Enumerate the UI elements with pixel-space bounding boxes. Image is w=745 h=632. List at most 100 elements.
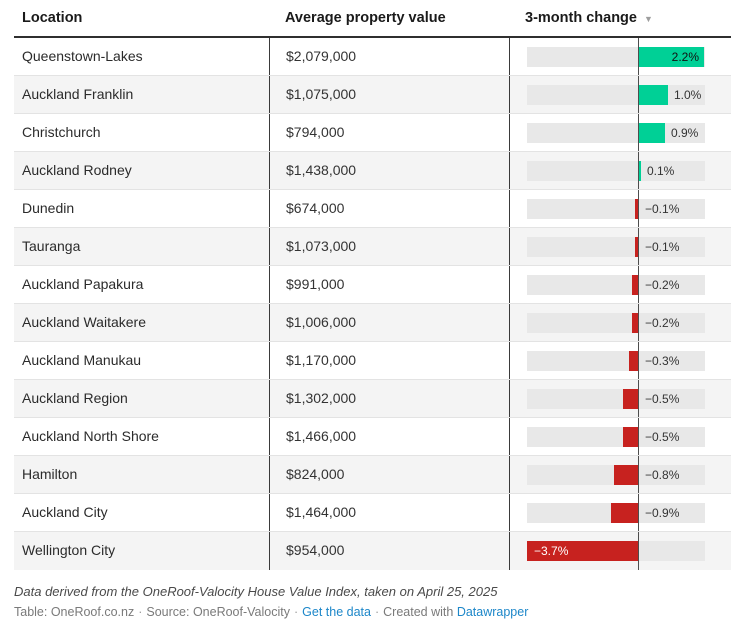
negative-change-bar (623, 427, 638, 447)
change-value-label: −0.2% (645, 278, 680, 292)
positive-change-bar (638, 85, 668, 105)
zero-axis-line (638, 456, 639, 493)
value-cell: $1,466,000 (269, 418, 509, 455)
table-row: Tauranga $1,073,000 −0.1% (14, 228, 731, 266)
value-cell: $674,000 (269, 190, 509, 227)
location-cell: Tauranga (22, 238, 81, 254)
location-cell: Christchurch (22, 124, 101, 140)
table-row: Auckland Manukau $1,170,000 −0.3% (14, 342, 731, 380)
column-header-average-value[interactable]: Average property value (285, 10, 446, 26)
change-bar-cell: −0.5% (509, 380, 731, 417)
location-cell: Auckland Waitakere (22, 314, 146, 330)
zero-axis-line (638, 532, 639, 570)
change-bar-cell: −3.7% (509, 532, 731, 570)
change-value-label: −0.5% (645, 392, 680, 406)
location-cell: Auckland North Shore (22, 428, 159, 444)
location-cell: Hamilton (22, 466, 78, 482)
datawrapper-link[interactable]: Datawrapper (456, 605, 529, 619)
change-value-label: 2.2% (671, 50, 699, 64)
value-cell: $824,000 (269, 456, 509, 493)
location-cell: Queenstown-Lakes (22, 48, 143, 64)
location-cell: Auckland Region (22, 390, 128, 406)
separator-dot: · (138, 605, 143, 619)
column-header-location[interactable]: Location (22, 10, 83, 26)
negative-change-bar (635, 199, 638, 219)
change-bar-cell: −0.1% (509, 228, 731, 265)
zero-axis-line (638, 380, 639, 417)
location-cell: Auckland Papakura (22, 276, 144, 292)
separator-dot: · (374, 605, 380, 619)
notes-text: Data derived from the OneRoof-Valocity H… (14, 584, 498, 599)
bar-track: −0.9% (527, 503, 705, 523)
change-value-label: 0.9% (671, 126, 699, 140)
value-cell: $991,000 (269, 266, 509, 303)
bar-track: 0.9% (527, 123, 705, 143)
change-value-label: −0.1% (645, 240, 680, 254)
negative-change-bar (614, 465, 638, 485)
zero-axis-line (638, 152, 639, 189)
zero-axis-line (638, 266, 639, 303)
change-bar-cell: −0.5% (509, 418, 731, 455)
bar-track: 2.2% (527, 47, 705, 67)
change-bar-cell: 2.2% (509, 38, 731, 75)
byline: Table: OneRoof.co.nz · Source: OneRoof-Val… (14, 605, 731, 619)
change-value-label: −0.8% (645, 468, 680, 482)
change-value-label: −0.1% (645, 202, 680, 216)
table-row: Auckland Franklin $1,075,000 1.0% (14, 76, 731, 114)
created-with-text: Created with (383, 605, 454, 619)
table-body: Queenstown-Lakes $2,079,000 2.2% Auckland F… (14, 38, 731, 570)
change-bar-cell: −0.8% (509, 456, 731, 493)
value-cell: $1,073,000 (269, 228, 509, 265)
change-bar-cell: −0.2% (509, 304, 731, 341)
bar-track: −0.5% (527, 427, 705, 447)
change-bar-cell: 1.0% (509, 76, 731, 113)
change-value-label: −3.7% (534, 544, 569, 558)
get-the-data-link[interactable]: Get the data (302, 605, 371, 619)
value-cell: $1,464,000 (269, 494, 509, 531)
column-header-3-month-change-label: 3-month change (525, 10, 637, 26)
positive-change-bar (638, 123, 665, 143)
negative-change-bar (611, 503, 638, 523)
negative-change-bar (635, 237, 638, 257)
table-row: Queenstown-Lakes $2,079,000 2.2% (14, 38, 731, 76)
table-row: Auckland Waitakere $1,006,000 −0.2% (14, 304, 731, 342)
value-cell: $794,000 (269, 114, 509, 151)
table-row: Auckland North Shore $1,466,000 −0.5% (14, 418, 731, 456)
location-cell: Auckland Rodney (22, 162, 132, 178)
zero-axis-line (638, 304, 639, 341)
table-credit: Table: OneRoof.co.nz (14, 605, 135, 619)
table-row: Dunedin $674,000 −0.1% (14, 190, 731, 228)
change-bar-cell: −0.9% (509, 494, 731, 531)
property-value-table: Location Average property value 3-month … (14, 0, 731, 619)
value-cell: $2,079,000 (269, 38, 509, 75)
change-bar-cell: −0.2% (509, 266, 731, 303)
zero-axis-line (638, 190, 639, 227)
bar-track: −0.2% (527, 313, 705, 333)
change-value-label: 0.1% (647, 164, 675, 178)
zero-axis-line (638, 38, 639, 75)
positive-change-bar (638, 161, 641, 181)
value-cell: $1,006,000 (269, 304, 509, 341)
sort-descending-icon[interactable]: ▼ (643, 14, 653, 24)
table-row: Auckland Papakura $991,000 −0.2% (14, 266, 731, 304)
negative-change-bar (632, 313, 638, 333)
column-header-3-month-change[interactable]: 3-month change ▼ (509, 10, 731, 26)
change-bar-cell: −0.3% (509, 342, 731, 379)
table-row: Christchurch $794,000 0.9% (14, 114, 731, 152)
positive-change-bar: 2.2% (638, 47, 704, 67)
table-row: Auckland Region $1,302,000 −0.5% (14, 380, 731, 418)
bar-track: −0.1% (527, 237, 705, 257)
bar-track: −0.5% (527, 389, 705, 409)
value-cell: $1,438,000 (269, 152, 509, 189)
bar-track: −0.1% (527, 199, 705, 219)
change-bar-cell: 0.9% (509, 114, 731, 151)
location-cell: Dunedin (22, 200, 75, 216)
zero-axis-line (638, 76, 639, 113)
zero-axis-line (638, 494, 639, 531)
change-value-label: −0.5% (645, 430, 680, 444)
table-header-row: Location Average property value 3-month … (14, 0, 731, 38)
table-footer: Data derived from the OneRoof-Valocity H… (14, 584, 731, 619)
change-bar-cell: −0.1% (509, 190, 731, 227)
bar-track: −3.7% (527, 541, 705, 561)
change-value-label: −0.9% (645, 506, 680, 520)
